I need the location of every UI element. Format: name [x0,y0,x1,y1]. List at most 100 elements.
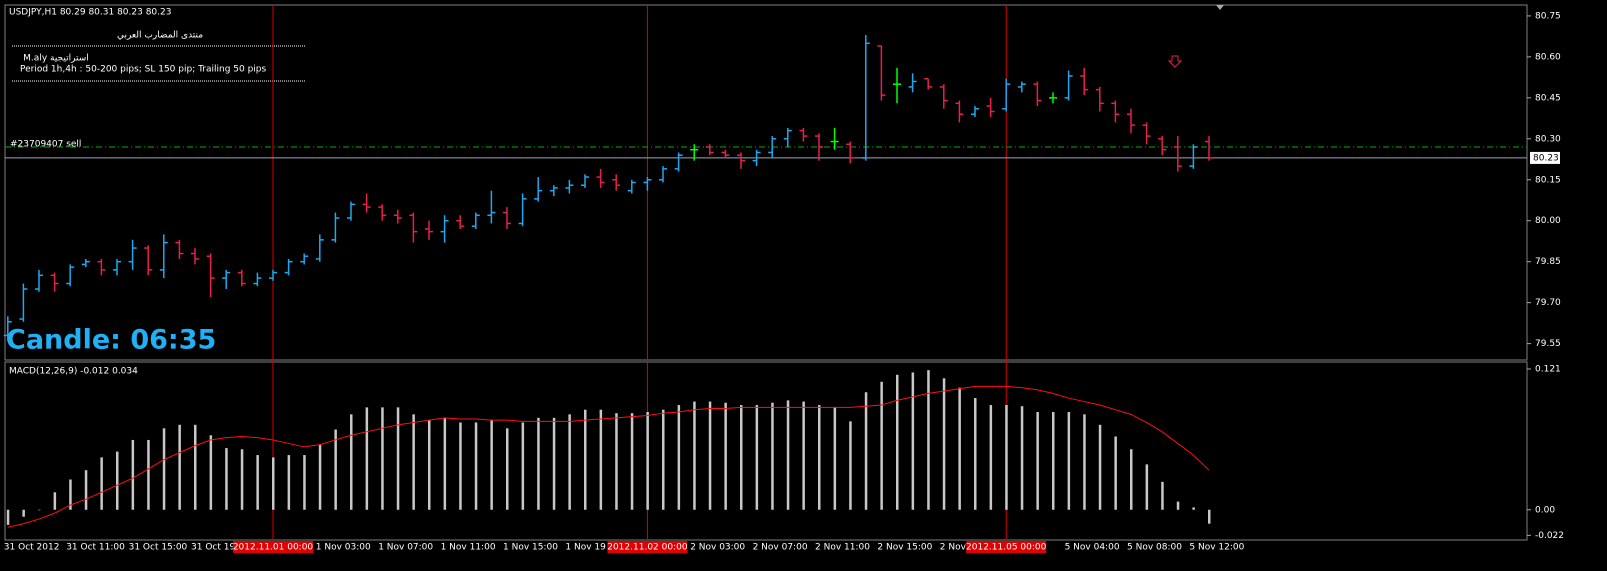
x-tick-label: 31 Oct 11:00 [66,543,125,553]
macd-bar [552,417,556,510]
macd-bar [1052,412,1055,510]
candle-timer: Candle: 06:35 [6,325,216,356]
macd-label: MACD(12,26,9) -0.012 0.034 [9,367,138,377]
macd-bar [693,401,696,510]
macd-bar [630,413,634,510]
y-tick-label: 79.55 [1535,339,1561,349]
x-tick-label: 2 Nov 15:00 [877,543,932,553]
macd-bar [771,402,774,510]
macd-bar [864,392,868,510]
shift-marker [1216,5,1224,10]
macd-bar [724,402,727,510]
macd-bar [287,455,291,510]
x-tick-label: 2012.11.01 00:00 [233,543,314,553]
macd-bar [178,424,181,510]
macd-bar [1036,412,1039,510]
macd-bar [615,413,618,510]
macd-bar [537,417,540,510]
macd-bar [162,428,166,510]
macd-bar [802,401,805,510]
x-tick-label: 31 Oct 15:00 [129,543,188,553]
order-label: #23709407 sell [10,140,81,150]
macd-bar [755,405,759,510]
y-tick-label: 80.75 [1535,11,1561,21]
macd-bar [1067,412,1071,510]
sell-arrow [1167,55,1183,68]
x-tick-label: 2 Nov 03:00 [690,543,745,553]
y-tick-label: 0.121 [1535,364,1561,374]
macd-bar [100,457,103,510]
x-tick-label: 2 Nov [940,543,967,553]
macd-bar [1192,507,1195,510]
y-tick-label: -0.022 [1535,531,1564,541]
macd-bar [1098,424,1102,510]
y-tick-label: 79.70 [1535,298,1561,308]
macd-bar [225,448,228,510]
macd-bar [53,492,57,510]
x-tick-label: 5 Nov 08:00 [1127,543,1182,553]
macd-bar [443,417,447,510]
main-panel [4,4,1528,361]
macd-bar [708,401,712,510]
macd-bar [927,370,930,510]
macd-bar [833,407,837,510]
macd-bar [568,414,571,510]
macd-bar [194,424,197,510]
macd-bar [1020,406,1024,510]
macd-bar [412,414,415,510]
macd-bar [1130,449,1133,510]
macd-bar [911,372,915,510]
macd-bar [131,439,135,510]
macd-bar [272,457,275,510]
x-tick-label: 2 Nov 07:00 [753,543,808,553]
macd-bar [350,414,353,510]
signal-line [7,385,1210,528]
x-tick-label: 2012.11.05 00:00 [966,543,1047,553]
macd-bar [209,435,213,510]
macd-bar [396,407,400,510]
macd-bar [116,451,119,510]
macd-bar [662,409,665,510]
macd-bar [849,421,852,510]
macd-bar [69,479,72,510]
macd-bar [584,409,587,510]
macd-bar [490,420,493,510]
x-tick-label: 2012.11.02 00:00 [607,543,688,553]
macd-bar [599,409,603,510]
macd-bar [1083,414,1086,510]
separator-label-box [966,541,1047,553]
y-tick-label: 80.30 [1535,134,1561,144]
macd-bar [256,455,259,510]
macd-bar [646,412,649,510]
x-tick-label: 1 Nov 03:00 [316,543,371,553]
macd-bar [896,374,899,510]
macd-bar [459,422,462,510]
macd-bar [974,398,977,510]
x-tick-label: 1 Nov 07:00 [378,543,433,553]
macd-bar [818,405,821,510]
macd-bar [521,422,525,510]
strategy-label: M.aly استراتيجية [23,54,89,64]
macd-bar [240,449,244,510]
macd-bar [428,420,431,510]
macd-bar [1161,481,1164,510]
macd-bar [677,405,681,510]
x-tick-label: 1 Nov 11:00 [441,543,496,553]
macd-bar [334,429,337,510]
y-tick-label: 80.45 [1535,93,1561,103]
macd-bar [1005,405,1008,510]
macd-bar [786,400,790,510]
macd-bar [84,470,88,510]
macd-bar [318,444,322,510]
x-tick-label: 5 Nov 12:00 [1189,543,1244,553]
macd-bar [22,509,25,517]
x-tick-label: 1 Nov 15:00 [503,543,558,553]
macd-bar [880,381,883,510]
y-tick-label: 80.00 [1535,216,1561,226]
macd-bar [381,407,384,510]
macd-bar [1208,509,1211,524]
forum-label: منتدى المضارب العربي [117,31,203,41]
macd-bar [147,439,150,510]
